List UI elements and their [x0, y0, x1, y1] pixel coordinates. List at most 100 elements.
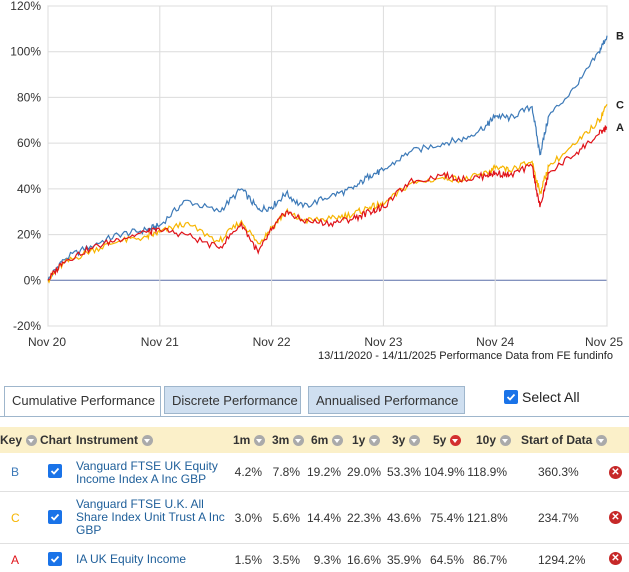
- x-tick-label: Nov 21: [141, 335, 179, 349]
- col-5y[interactable]: 5y: [433, 433, 462, 447]
- row-3m: 3.5%: [272, 553, 300, 567]
- col-3m[interactable]: 3m: [272, 433, 305, 447]
- col-10y-label: 10y: [476, 433, 497, 447]
- y-tick-label: 100%: [10, 45, 41, 59]
- tab-cumulative-performance[interactable]: Cumulative Performance: [4, 386, 161, 417]
- series-label-B: B: [616, 31, 624, 43]
- series-line-C: [47, 104, 608, 284]
- y-tick-label: -20%: [13, 319, 41, 333]
- sort-icon[interactable]: [26, 434, 38, 446]
- col-start-label: Start of Data: [521, 433, 593, 447]
- row-6m: 9.3%: [313, 553, 341, 567]
- sort-icon[interactable]: [142, 434, 154, 446]
- col-6m-label: 6m: [311, 433, 329, 447]
- remove-icon[interactable]: ✕: [609, 466, 622, 479]
- col-1m-label: 1m: [233, 433, 251, 447]
- sort-icon[interactable]: [596, 434, 608, 446]
- row-10y: 118.9%: [467, 465, 507, 479]
- remove-icon[interactable]: ✕: [609, 511, 622, 524]
- sort-icon[interactable]: [332, 434, 344, 446]
- table-header: Key Chart Instrument 1m 3m 6m 1y 3y 5y 1…: [0, 427, 629, 453]
- row-3y: 53.3%: [386, 465, 421, 479]
- series-line-B: [47, 35, 608, 281]
- x-tick-label: Nov 23: [364, 335, 402, 349]
- sort-icon[interactable]: [254, 434, 266, 446]
- series-label-A: A: [616, 122, 624, 134]
- row-1m: 1.5%: [234, 553, 262, 567]
- row-instrument-link[interactable]: Vanguard FTSE UK Equity Income Index A I…: [76, 459, 218, 486]
- x-tick-label: Nov 22: [253, 335, 291, 349]
- sort-icon[interactable]: [293, 434, 305, 446]
- row-5y: 75.4%: [429, 511, 464, 525]
- row-6m: 19.2%: [306, 465, 341, 479]
- x-tick-label: Nov 24: [476, 335, 514, 349]
- col-key-label: Key: [0, 433, 23, 447]
- y-tick-label: 60%: [17, 136, 41, 150]
- col-3m-label: 3m: [272, 433, 290, 447]
- select-all[interactable]: Select All: [504, 389, 580, 405]
- series-line-A: [47, 125, 608, 281]
- select-all-label: Select All: [522, 389, 580, 405]
- col-1y[interactable]: 1y: [352, 433, 381, 447]
- table-top-border: [0, 416, 629, 417]
- row-1m: 4.2%: [234, 465, 262, 479]
- row-10y: 121.8%: [467, 511, 508, 525]
- col-instrument-label: Instrument: [76, 433, 139, 447]
- row-key: C: [11, 511, 20, 525]
- x-tick-label: Nov 20: [28, 335, 66, 349]
- performance-chart: 120% 100% 80% 60% 40% 20% 0% -20% Nov 20 Nov 21 No…: [10, 0, 624, 349]
- col-chart[interactable]: Chart: [40, 433, 71, 447]
- row-5y: 64.5%: [429, 553, 464, 567]
- plot-area: [47, 5, 608, 327]
- col-3y[interactable]: 3y: [392, 433, 421, 447]
- col-6m[interactable]: 6m: [311, 433, 344, 447]
- series-label-C: C: [616, 99, 624, 111]
- col-start-of-data[interactable]: Start of Data: [521, 433, 608, 447]
- col-1m[interactable]: 1m: [233, 433, 266, 447]
- sort-active-icon[interactable]: [450, 434, 462, 446]
- row-3m: 7.8%: [272, 465, 300, 479]
- sort-icon[interactable]: [500, 434, 512, 446]
- y-tick-label: 80%: [17, 90, 41, 104]
- row-instrument-link[interactable]: IA UK Equity Income: [76, 552, 187, 566]
- col-5y-label: 5y: [433, 433, 447, 447]
- row-key: B: [11, 465, 20, 479]
- tab-annualised-performance[interactable]: Annualised Performance: [308, 386, 465, 414]
- sort-icon[interactable]: [369, 434, 381, 446]
- table-row: C Vanguard FTSE U.K. All Share Index Uni…: [0, 492, 629, 544]
- row-1y: 16.6%: [346, 553, 381, 567]
- row-3y: 43.6%: [386, 511, 421, 525]
- y-tick-label: 40%: [17, 182, 41, 196]
- row-5y: 104.9%: [424, 465, 465, 479]
- select-all-checkbox[interactable]: [504, 390, 518, 404]
- col-3y-label: 3y: [392, 433, 406, 447]
- sort-icon[interactable]: [409, 434, 421, 446]
- row-chart-checkbox[interactable]: [48, 552, 66, 567]
- row-1y: 29.0%: [346, 465, 381, 479]
- remove-icon[interactable]: ✕: [609, 552, 622, 565]
- y-tick-label: 0%: [24, 273, 42, 287]
- row-1m: 3.0%: [234, 511, 262, 525]
- col-key[interactable]: Key: [0, 433, 38, 447]
- row-10y: 86.7%: [472, 553, 507, 567]
- col-10y[interactable]: 10y: [476, 433, 512, 447]
- x-tick-label: Nov 25: [585, 335, 623, 349]
- table-row: A IA UK Equity Income 1.5% 3.5% 9.3% 16.…: [0, 544, 629, 572]
- row-3m: 5.6%: [272, 511, 300, 525]
- col-1y-label: 1y: [352, 433, 366, 447]
- row-chart-checkbox[interactable]: [48, 464, 66, 479]
- row-chart-checkbox[interactable]: [48, 510, 66, 525]
- table-row: B Vanguard FTSE UK Equity Income Index A…: [0, 454, 629, 492]
- row-3y: 35.9%: [386, 553, 421, 567]
- row-6m: 14.4%: [306, 511, 341, 525]
- row-1y: 22.3%: [346, 511, 381, 525]
- tab-discrete-performance[interactable]: Discrete Performance: [164, 386, 301, 414]
- col-instrument[interactable]: Instrument: [76, 433, 154, 447]
- y-tick-label: 120%: [10, 0, 41, 13]
- col-chart-label: Chart: [40, 433, 72, 447]
- performance-note: 13/11/2020 - 14/11/2025 Performance Data…: [318, 350, 613, 362]
- row-start: 360.3%: [538, 465, 579, 479]
- row-instrument-link[interactable]: Vanguard FTSE U.K. All Share Index Unit …: [76, 497, 225, 537]
- y-tick-label: 20%: [17, 228, 41, 242]
- row-key: A: [11, 553, 20, 567]
